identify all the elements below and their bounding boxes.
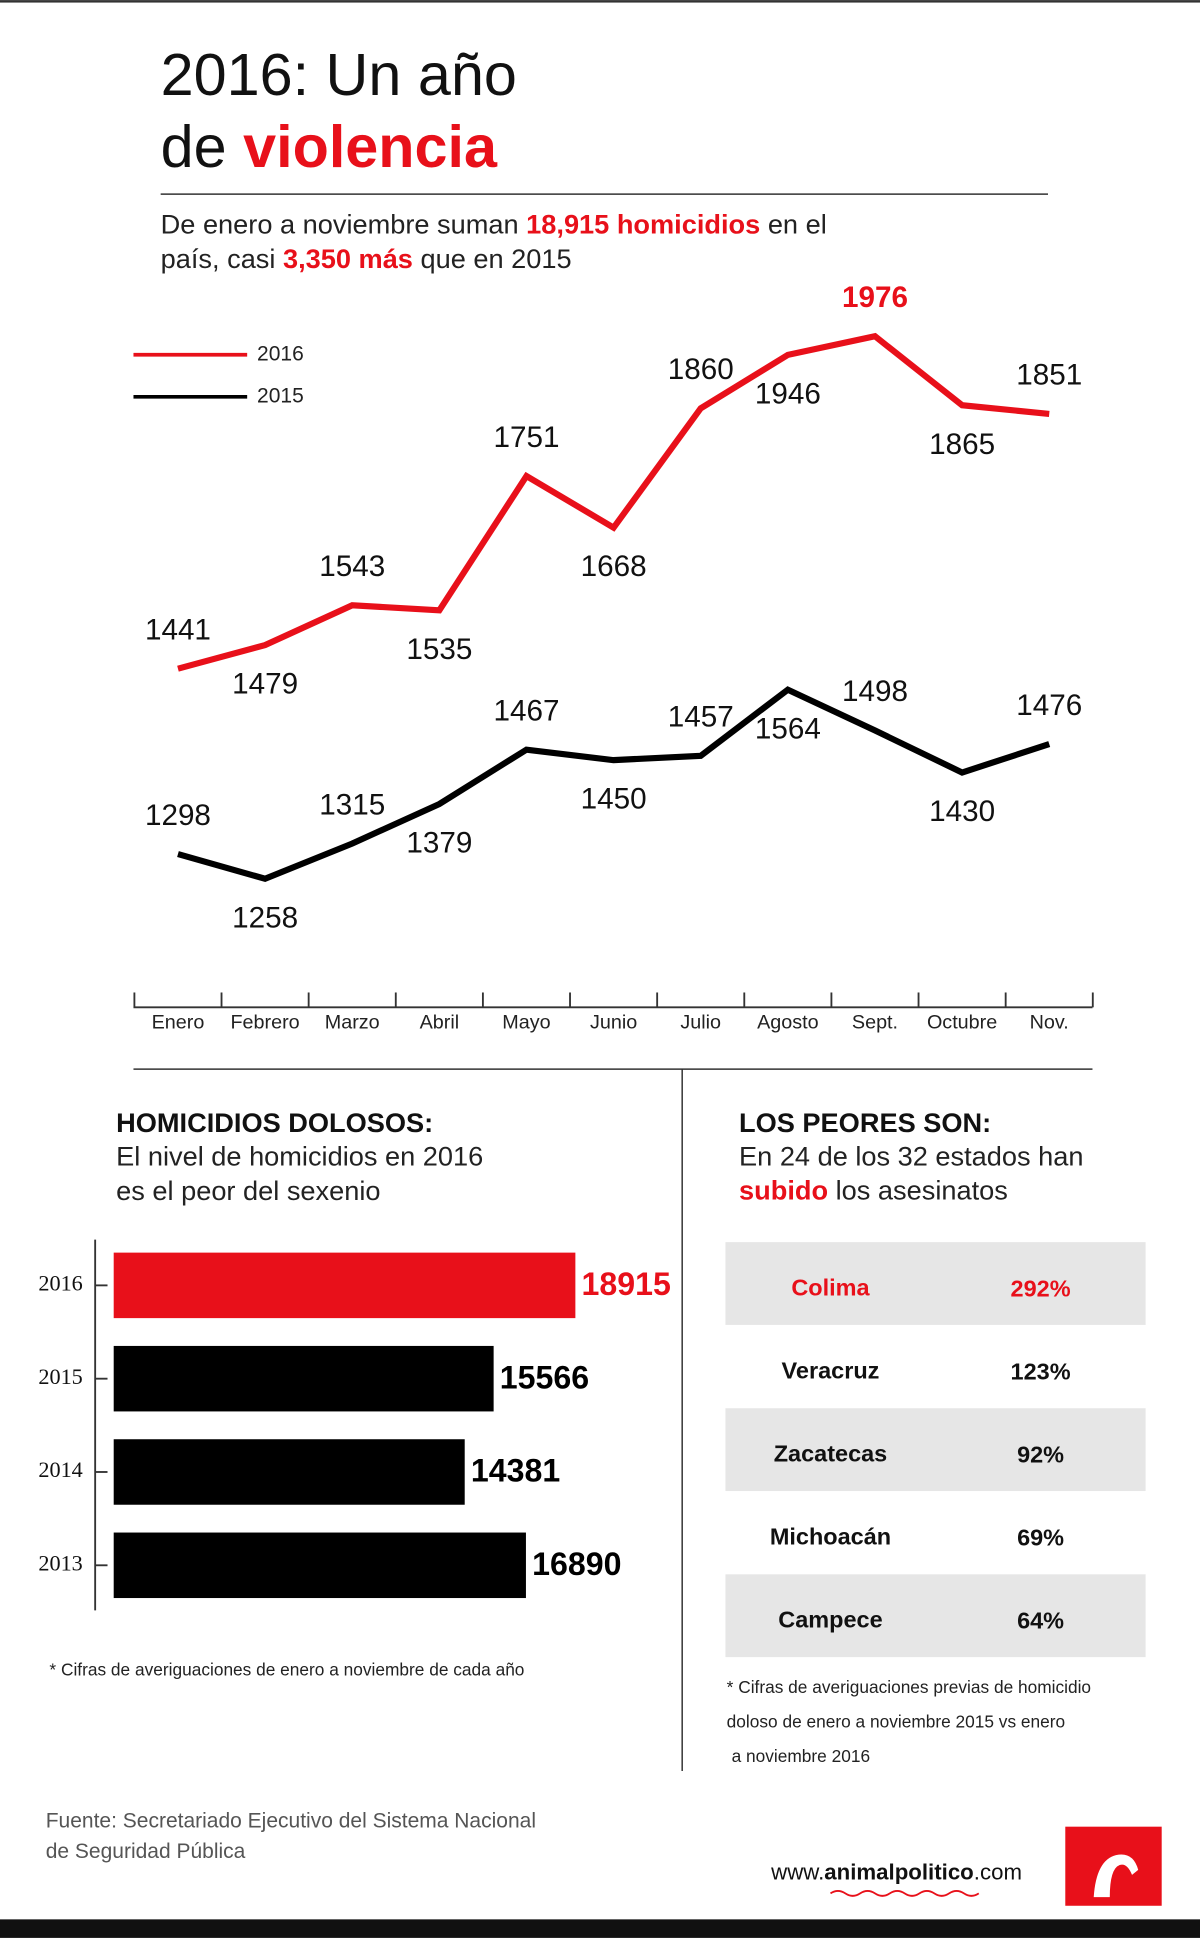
data-label: 1946 <box>755 378 821 411</box>
line-series <box>177 332 1050 672</box>
subtitle: país, casi <box>161 243 283 274</box>
table-row-bg <box>725 1408 1146 1492</box>
url: www.animalpolitico.com <box>770 1860 1022 1885</box>
subtitle: en el <box>760 208 826 239</box>
x-tick-label: Sept. <box>852 1012 898 1034</box>
data-label: 1543 <box>319 550 385 583</box>
data-label: 1668 <box>581 550 647 583</box>
data-label: 16890 <box>532 1546 621 1582</box>
url: .com <box>974 1860 1022 1885</box>
y-tick-label: 2013 <box>38 1550 82 1575</box>
url-underline <box>829 1890 980 1897</box>
legend-label: 2016 <box>257 342 304 365</box>
x-tick-label: Julio <box>680 1012 721 1034</box>
data-label: 1315 <box>319 788 385 821</box>
y-tick-label: 2015 <box>38 1364 82 1389</box>
subtitle-highlight: 18,915 homicidios <box>526 208 760 239</box>
line-series <box>177 686 1051 883</box>
subtitle: que en 2015 <box>413 243 572 274</box>
table-cell: 123% <box>1011 1359 1071 1385</box>
bottom-bar <box>0 1919 1200 1938</box>
table-title: LOS PEORES SON: <box>739 1107 991 1138</box>
table-cell: 92% <box>1017 1442 1064 1468</box>
url: www. <box>770 1860 824 1885</box>
top-border <box>0 0 1200 3</box>
bar <box>113 1439 465 1505</box>
x-tick-label: Agosto <box>757 1012 819 1034</box>
table-cell: Veracruz <box>782 1357 880 1383</box>
data-label: 1258 <box>232 901 298 934</box>
y-tick-label: 2014 <box>38 1457 82 1482</box>
data-label: 1564 <box>755 712 821 745</box>
x-tick-label: Febrero <box>230 1012 299 1034</box>
data-label: 1535 <box>406 633 472 666</box>
x-tick-label: Abril <box>420 1012 460 1034</box>
bar-title: HOMICIDIOS DOLOSOS: <box>116 1107 433 1138</box>
data-label: 1430 <box>929 795 995 828</box>
data-label: 1751 <box>493 421 559 454</box>
table-row-bg <box>725 1242 1146 1325</box>
table-subtitle: los asesinatos <box>828 1175 1008 1206</box>
data-label: 1865 <box>929 428 995 461</box>
bar <box>113 1252 576 1319</box>
x-tick-label: Enero <box>152 1012 205 1034</box>
bar-subtitle: es el peor del sexenio <box>116 1175 380 1206</box>
data-label: 1467 <box>493 694 559 727</box>
y-tick-label: 2016 <box>38 1270 82 1295</box>
data-label: 1457 <box>668 701 734 734</box>
data-label: 1860 <box>668 353 734 386</box>
table-cell: Michoacán <box>770 1523 891 1549</box>
title-highlight: violencia <box>243 113 498 180</box>
bar <box>113 1532 526 1599</box>
data-label: 18915 <box>582 1266 671 1302</box>
table-cell: Colima <box>791 1274 870 1300</box>
table-cell: 69% <box>1017 1525 1064 1551</box>
data-label: 1976 <box>842 281 908 314</box>
bar-note: * Cifras de averiguaciones de enero a no… <box>49 1660 524 1680</box>
x-tick-label: Junio <box>590 1012 637 1034</box>
subtitle: De enero a noviembre suman 18,915 homici… <box>161 208 827 239</box>
title: 2016: Un año <box>161 41 517 108</box>
data-label: 1479 <box>232 668 298 701</box>
subtitle-highlight: 3,350 más <box>283 243 413 274</box>
data-label: 1498 <box>842 675 908 708</box>
x-tick-label: Octubre <box>927 1012 997 1034</box>
x-tick-label: Mayo <box>502 1012 550 1034</box>
table-cell: 64% <box>1017 1608 1064 1634</box>
title: de violencia <box>161 113 498 180</box>
table-note: a noviembre 2016 <box>732 1746 870 1766</box>
data-label: 14381 <box>471 1453 560 1489</box>
bar-subtitle: El nivel de homicidios en 2016 <box>116 1140 483 1171</box>
table-cell: 292% <box>1011 1276 1071 1302</box>
logo-icon <box>1093 1854 1139 1898</box>
data-label: 1476 <box>1016 689 1082 722</box>
url: animalpolitico <box>824 1860 974 1885</box>
table-note: doloso de enero a noviembre 2015 vs ener… <box>727 1711 1065 1731</box>
source: de Seguridad Pública <box>46 1840 246 1863</box>
table-note: * Cifras de averiguaciones previas de ho… <box>727 1677 1091 1697</box>
x-tick-label: Marzo <box>325 1012 380 1034</box>
table-cell: Zacatecas <box>774 1440 888 1466</box>
legend-label: 2015 <box>257 384 304 407</box>
subtitle: De enero a noviembre suman <box>161 208 527 239</box>
table-subtitle-highlight: subido <box>739 1175 828 1206</box>
data-label: 1298 <box>145 799 211 832</box>
data-label: 1379 <box>406 827 472 860</box>
source: Fuente: Secretariado Ejecutivo del Siste… <box>46 1809 536 1832</box>
table-subtitle: En 24 de los 32 estados han <box>739 1140 1083 1171</box>
subtitle: país, casi 3,350 más que en 2015 <box>161 243 572 274</box>
table-subtitle: subido los asesinatos <box>739 1175 1008 1206</box>
data-label: 1851 <box>1016 359 1082 392</box>
data-label: 15566 <box>500 1359 589 1395</box>
bar <box>113 1345 494 1412</box>
x-tick-label: Nov. <box>1030 1012 1069 1034</box>
data-label: 1441 <box>145 613 211 646</box>
title: de <box>161 113 227 180</box>
table-row-bg <box>725 1574 1146 1658</box>
data-label: 1450 <box>581 783 647 816</box>
table-cell: Campece <box>778 1606 882 1632</box>
